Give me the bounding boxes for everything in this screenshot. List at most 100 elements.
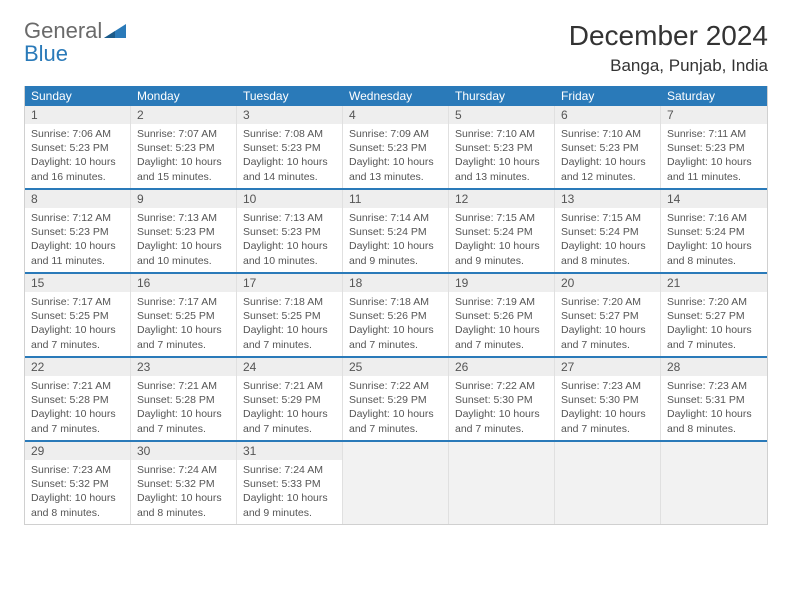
day-cell: 17Sunrise: 7:18 AMSunset: 5:25 PMDayligh…: [237, 274, 343, 356]
day-details: Sunrise: 7:14 AMSunset: 5:24 PMDaylight:…: [343, 208, 448, 272]
day-number: 10: [237, 190, 342, 208]
day-cell: 20Sunrise: 7:20 AMSunset: 5:27 PMDayligh…: [555, 274, 661, 356]
day-cell: 14Sunrise: 7:16 AMSunset: 5:24 PMDayligh…: [661, 190, 767, 272]
weeks-container: 1Sunrise: 7:06 AMSunset: 5:23 PMDaylight…: [25, 106, 767, 524]
day-number: 11: [343, 190, 448, 208]
day-cell: 6Sunrise: 7:10 AMSunset: 5:23 PMDaylight…: [555, 106, 661, 188]
day-cell: 4Sunrise: 7:09 AMSunset: 5:23 PMDaylight…: [343, 106, 449, 188]
day-cell: 3Sunrise: 7:08 AMSunset: 5:23 PMDaylight…: [237, 106, 343, 188]
day-number: 8: [25, 190, 130, 208]
day-number: 26: [449, 358, 554, 376]
day-number: 5: [449, 106, 554, 124]
day-cell: 29Sunrise: 7:23 AMSunset: 5:32 PMDayligh…: [25, 442, 131, 524]
day-number: 6: [555, 106, 660, 124]
day-cell: [555, 442, 661, 524]
day-header: Tuesday: [237, 86, 343, 106]
day-details: Sunrise: 7:17 AMSunset: 5:25 PMDaylight:…: [131, 292, 236, 356]
week-row: 15Sunrise: 7:17 AMSunset: 5:25 PMDayligh…: [25, 272, 767, 356]
title-block: December 2024 Banga, Punjab, India: [569, 20, 768, 76]
day-number: 4: [343, 106, 448, 124]
day-details: Sunrise: 7:23 AMSunset: 5:30 PMDaylight:…: [555, 376, 660, 440]
day-cell: 26Sunrise: 7:22 AMSunset: 5:30 PMDayligh…: [449, 358, 555, 440]
day-cell: 7Sunrise: 7:11 AMSunset: 5:23 PMDaylight…: [661, 106, 767, 188]
day-cell: 27Sunrise: 7:23 AMSunset: 5:30 PMDayligh…: [555, 358, 661, 440]
day-number: 20: [555, 274, 660, 292]
day-cell: [661, 442, 767, 524]
logo-text-blue: Blue: [24, 41, 68, 66]
day-header: Saturday: [661, 86, 767, 106]
day-cell: 24Sunrise: 7:21 AMSunset: 5:29 PMDayligh…: [237, 358, 343, 440]
logo: General Blue: [24, 20, 126, 66]
week-row: 1Sunrise: 7:06 AMSunset: 5:23 PMDaylight…: [25, 106, 767, 188]
day-headers-row: SundayMondayTuesdayWednesdayThursdayFrid…: [25, 86, 767, 106]
day-details: Sunrise: 7:19 AMSunset: 5:26 PMDaylight:…: [449, 292, 554, 356]
header: General Blue December 2024 Banga, Punjab…: [24, 20, 768, 76]
day-number: 9: [131, 190, 236, 208]
day-details: Sunrise: 7:10 AMSunset: 5:23 PMDaylight:…: [449, 124, 554, 188]
day-number: 15: [25, 274, 130, 292]
day-number: 1: [25, 106, 130, 124]
day-cell: 21Sunrise: 7:20 AMSunset: 5:27 PMDayligh…: [661, 274, 767, 356]
day-cell: 22Sunrise: 7:21 AMSunset: 5:28 PMDayligh…: [25, 358, 131, 440]
day-number: 16: [131, 274, 236, 292]
day-cell: 12Sunrise: 7:15 AMSunset: 5:24 PMDayligh…: [449, 190, 555, 272]
day-details: Sunrise: 7:18 AMSunset: 5:26 PMDaylight:…: [343, 292, 448, 356]
day-number: 12: [449, 190, 554, 208]
day-number: 30: [131, 442, 236, 460]
day-cell: 11Sunrise: 7:14 AMSunset: 5:24 PMDayligh…: [343, 190, 449, 272]
day-cell: 1Sunrise: 7:06 AMSunset: 5:23 PMDaylight…: [25, 106, 131, 188]
day-header: Thursday: [449, 86, 555, 106]
day-number: 13: [555, 190, 660, 208]
day-header: Wednesday: [343, 86, 449, 106]
day-cell: 30Sunrise: 7:24 AMSunset: 5:32 PMDayligh…: [131, 442, 237, 524]
day-number: 21: [661, 274, 767, 292]
day-number: 3: [237, 106, 342, 124]
day-details: Sunrise: 7:20 AMSunset: 5:27 PMDaylight:…: [555, 292, 660, 356]
week-row: 22Sunrise: 7:21 AMSunset: 5:28 PMDayligh…: [25, 356, 767, 440]
day-number: 19: [449, 274, 554, 292]
day-details: Sunrise: 7:24 AMSunset: 5:32 PMDaylight:…: [131, 460, 236, 524]
day-cell: 19Sunrise: 7:19 AMSunset: 5:26 PMDayligh…: [449, 274, 555, 356]
day-number: 29: [25, 442, 130, 460]
day-details: Sunrise: 7:06 AMSunset: 5:23 PMDaylight:…: [25, 124, 130, 188]
day-cell: 16Sunrise: 7:17 AMSunset: 5:25 PMDayligh…: [131, 274, 237, 356]
day-header: Sunday: [25, 86, 131, 106]
day-details: Sunrise: 7:21 AMSunset: 5:28 PMDaylight:…: [131, 376, 236, 440]
day-cell: 2Sunrise: 7:07 AMSunset: 5:23 PMDaylight…: [131, 106, 237, 188]
day-cell: 10Sunrise: 7:13 AMSunset: 5:23 PMDayligh…: [237, 190, 343, 272]
week-row: 29Sunrise: 7:23 AMSunset: 5:32 PMDayligh…: [25, 440, 767, 524]
day-header: Monday: [131, 86, 237, 106]
day-details: Sunrise: 7:24 AMSunset: 5:33 PMDaylight:…: [237, 460, 342, 524]
day-number: 17: [237, 274, 342, 292]
week-row: 8Sunrise: 7:12 AMSunset: 5:23 PMDaylight…: [25, 188, 767, 272]
day-details: Sunrise: 7:17 AMSunset: 5:25 PMDaylight:…: [25, 292, 130, 356]
day-details: Sunrise: 7:15 AMSunset: 5:24 PMDaylight:…: [555, 208, 660, 272]
day-number: 22: [25, 358, 130, 376]
day-details: Sunrise: 7:13 AMSunset: 5:23 PMDaylight:…: [131, 208, 236, 272]
day-details: Sunrise: 7:21 AMSunset: 5:29 PMDaylight:…: [237, 376, 342, 440]
day-details: Sunrise: 7:22 AMSunset: 5:30 PMDaylight:…: [449, 376, 554, 440]
day-number: 18: [343, 274, 448, 292]
day-number: 7: [661, 106, 767, 124]
day-cell: 25Sunrise: 7:22 AMSunset: 5:29 PMDayligh…: [343, 358, 449, 440]
day-details: Sunrise: 7:11 AMSunset: 5:23 PMDaylight:…: [661, 124, 767, 188]
day-number: 14: [661, 190, 767, 208]
day-number: 25: [343, 358, 448, 376]
day-header: Friday: [555, 86, 661, 106]
day-number: 27: [555, 358, 660, 376]
day-details: Sunrise: 7:16 AMSunset: 5:24 PMDaylight:…: [661, 208, 767, 272]
day-cell: 28Sunrise: 7:23 AMSunset: 5:31 PMDayligh…: [661, 358, 767, 440]
day-number: 2: [131, 106, 236, 124]
day-details: Sunrise: 7:15 AMSunset: 5:24 PMDaylight:…: [449, 208, 554, 272]
day-details: Sunrise: 7:23 AMSunset: 5:32 PMDaylight:…: [25, 460, 130, 524]
day-details: Sunrise: 7:22 AMSunset: 5:29 PMDaylight:…: [343, 376, 448, 440]
day-details: Sunrise: 7:20 AMSunset: 5:27 PMDaylight:…: [661, 292, 767, 356]
day-number: 31: [237, 442, 342, 460]
day-cell: 9Sunrise: 7:13 AMSunset: 5:23 PMDaylight…: [131, 190, 237, 272]
day-cell: 8Sunrise: 7:12 AMSunset: 5:23 PMDaylight…: [25, 190, 131, 272]
day-cell: 15Sunrise: 7:17 AMSunset: 5:25 PMDayligh…: [25, 274, 131, 356]
day-number: 28: [661, 358, 767, 376]
day-details: Sunrise: 7:21 AMSunset: 5:28 PMDaylight:…: [25, 376, 130, 440]
day-details: Sunrise: 7:13 AMSunset: 5:23 PMDaylight:…: [237, 208, 342, 272]
day-details: Sunrise: 7:09 AMSunset: 5:23 PMDaylight:…: [343, 124, 448, 188]
